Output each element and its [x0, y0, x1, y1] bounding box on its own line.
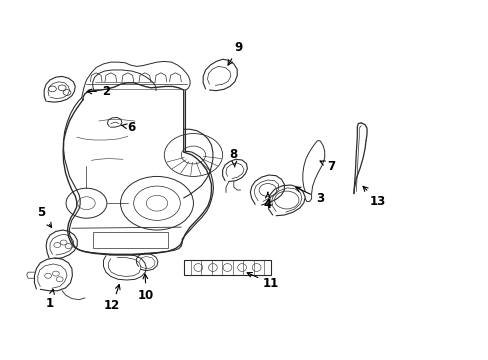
Text: 8: 8 [229, 148, 238, 167]
Text: 4: 4 [263, 192, 271, 211]
Text: 7: 7 [320, 160, 334, 173]
Text: 10: 10 [138, 274, 154, 302]
Text: 2: 2 [87, 85, 110, 98]
Bar [93, 232, 168, 248]
Text: 1: 1 [46, 289, 54, 310]
Text: 13: 13 [362, 186, 386, 208]
Text: 3: 3 [295, 187, 323, 205]
Text: 9: 9 [227, 41, 243, 65]
Text: 6: 6 [122, 121, 136, 134]
Text: 5: 5 [37, 206, 51, 228]
Bar [183, 260, 271, 275]
Text: 11: 11 [247, 273, 279, 290]
Text: 12: 12 [104, 284, 120, 312]
